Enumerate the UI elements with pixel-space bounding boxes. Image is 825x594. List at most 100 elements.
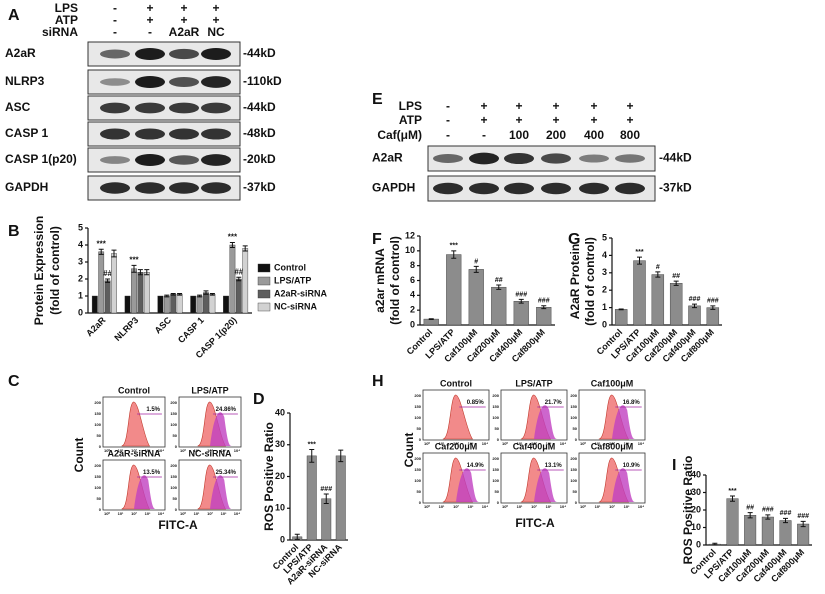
significance: ### bbox=[538, 298, 550, 305]
significance: # bbox=[474, 258, 478, 265]
gate-value: 10.9% bbox=[623, 463, 641, 469]
gate-value: 24.86% bbox=[216, 407, 237, 413]
error-bar bbox=[338, 449, 344, 463]
band-size: -37kD bbox=[659, 181, 692, 195]
treatment-value: + bbox=[480, 113, 487, 127]
flow-xtick: 10¹ bbox=[439, 504, 445, 509]
error-bar bbox=[655, 271, 661, 278]
flow-ytick: 100 bbox=[94, 422, 101, 427]
flow-ytick: 50 bbox=[417, 489, 422, 494]
bar bbox=[124, 295, 131, 314]
flow-ytick: 100 bbox=[492, 415, 499, 420]
flow-xtick: 10¹ bbox=[595, 441, 601, 446]
flow-title: LPS/ATP bbox=[515, 378, 552, 388]
significance: *** bbox=[308, 441, 316, 448]
error-bar bbox=[294, 533, 300, 540]
blot-band bbox=[135, 76, 165, 88]
band-label: NLRP3 bbox=[5, 74, 45, 88]
flow-xtick: 10¹ bbox=[194, 511, 200, 516]
gate-value: 0.85% bbox=[467, 400, 485, 406]
flow-ytick: 200 bbox=[94, 400, 101, 405]
bar bbox=[131, 268, 137, 314]
flow-xtick: 10² bbox=[531, 504, 537, 509]
error-bar bbox=[496, 284, 502, 290]
treatment-label: ATP bbox=[55, 13, 78, 27]
flow-xtick: 10³ bbox=[468, 441, 474, 446]
treatment-value: + bbox=[515, 113, 522, 127]
significance: ## bbox=[103, 269, 112, 278]
flow-ytick: 50 bbox=[573, 489, 578, 494]
bar bbox=[196, 295, 203, 314]
histogram-overlay bbox=[612, 405, 636, 439]
bar bbox=[706, 307, 720, 326]
treatment-value: 800 bbox=[620, 128, 640, 142]
y-tick-label: 20 bbox=[275, 471, 285, 481]
flow-xtick: 10³ bbox=[145, 448, 151, 453]
y-tick-label: 4 bbox=[78, 239, 83, 249]
gate-value: 13.5% bbox=[143, 470, 161, 476]
treatment-value: + bbox=[515, 99, 522, 113]
error-bar bbox=[177, 292, 183, 296]
bar bbox=[91, 295, 98, 314]
gate-value: 13.1% bbox=[545, 463, 563, 469]
flow-xtick: 10² bbox=[453, 504, 459, 509]
error-bar bbox=[323, 493, 329, 504]
error-bar bbox=[144, 269, 150, 276]
panel-letter: H bbox=[372, 373, 384, 390]
panel-letter: B bbox=[8, 223, 20, 240]
y-tick-label: 2 bbox=[410, 305, 415, 315]
y-tick-label: 3 bbox=[78, 256, 83, 266]
bar bbox=[111, 253, 117, 314]
flow-ytick: 0 bbox=[99, 444, 102, 449]
y-tick-label: 0 bbox=[410, 319, 415, 329]
treatment-value: - bbox=[482, 128, 486, 142]
flow-xtick: 10⁴ bbox=[158, 511, 164, 516]
flow-xtick: 10⁰ bbox=[180, 511, 186, 516]
band-size: -44kD bbox=[243, 46, 276, 60]
treatment-value: + bbox=[146, 13, 153, 27]
flow-xtick: 10⁴ bbox=[638, 441, 644, 446]
significance: *** bbox=[635, 249, 643, 256]
flow-xtick: 10² bbox=[453, 441, 459, 446]
flow-title: A2aR-siRNA bbox=[107, 448, 161, 458]
y-tick-label: 10 bbox=[691, 522, 701, 532]
flow-ytick: 150 bbox=[492, 467, 499, 472]
flow-ytick: 100 bbox=[570, 415, 577, 420]
x-tick-label: ASC bbox=[153, 315, 174, 336]
flow-xtick: 10⁰ bbox=[502, 441, 508, 446]
flow-ytick: 0 bbox=[419, 437, 422, 442]
blot-band bbox=[504, 182, 534, 195]
flow-xtick: 10⁰ bbox=[424, 504, 430, 509]
y-tick-label: 1 bbox=[602, 302, 607, 312]
treatment-value: - bbox=[446, 99, 450, 113]
bar bbox=[651, 274, 665, 326]
error-bar bbox=[137, 269, 143, 276]
flow-ytick: 100 bbox=[570, 478, 577, 483]
band-label: A2aR bbox=[372, 151, 403, 165]
panel-letter: A bbox=[8, 7, 20, 24]
blot-band bbox=[541, 153, 571, 164]
flow-ytick: 50 bbox=[97, 433, 102, 438]
y-tick-label: 4 bbox=[602, 250, 607, 260]
histogram bbox=[121, 401, 151, 447]
blot-band bbox=[541, 182, 571, 195]
bar bbox=[190, 295, 197, 314]
bar bbox=[633, 260, 646, 326]
y-tick-label: 2 bbox=[602, 285, 607, 295]
significance: ## bbox=[234, 267, 243, 276]
blot-band bbox=[433, 182, 463, 195]
legend-swatch bbox=[257, 302, 271, 312]
band-label: CASP 1 bbox=[5, 126, 48, 140]
blot-band bbox=[504, 152, 534, 165]
panel-letter: G bbox=[568, 231, 580, 248]
band-label: ASC bbox=[5, 100, 31, 114]
band-size: -48kD bbox=[243, 126, 276, 140]
x-tick-label: CASP 1 bbox=[176, 315, 206, 345]
band-label: CASP 1(p20) bbox=[5, 152, 77, 166]
treatment-value: + bbox=[180, 13, 187, 27]
error-bar bbox=[673, 280, 679, 286]
bar bbox=[536, 307, 552, 326]
flow-xtick: 10⁰ bbox=[502, 504, 508, 509]
flow-title: Control bbox=[440, 378, 472, 388]
error-bar bbox=[692, 303, 697, 309]
